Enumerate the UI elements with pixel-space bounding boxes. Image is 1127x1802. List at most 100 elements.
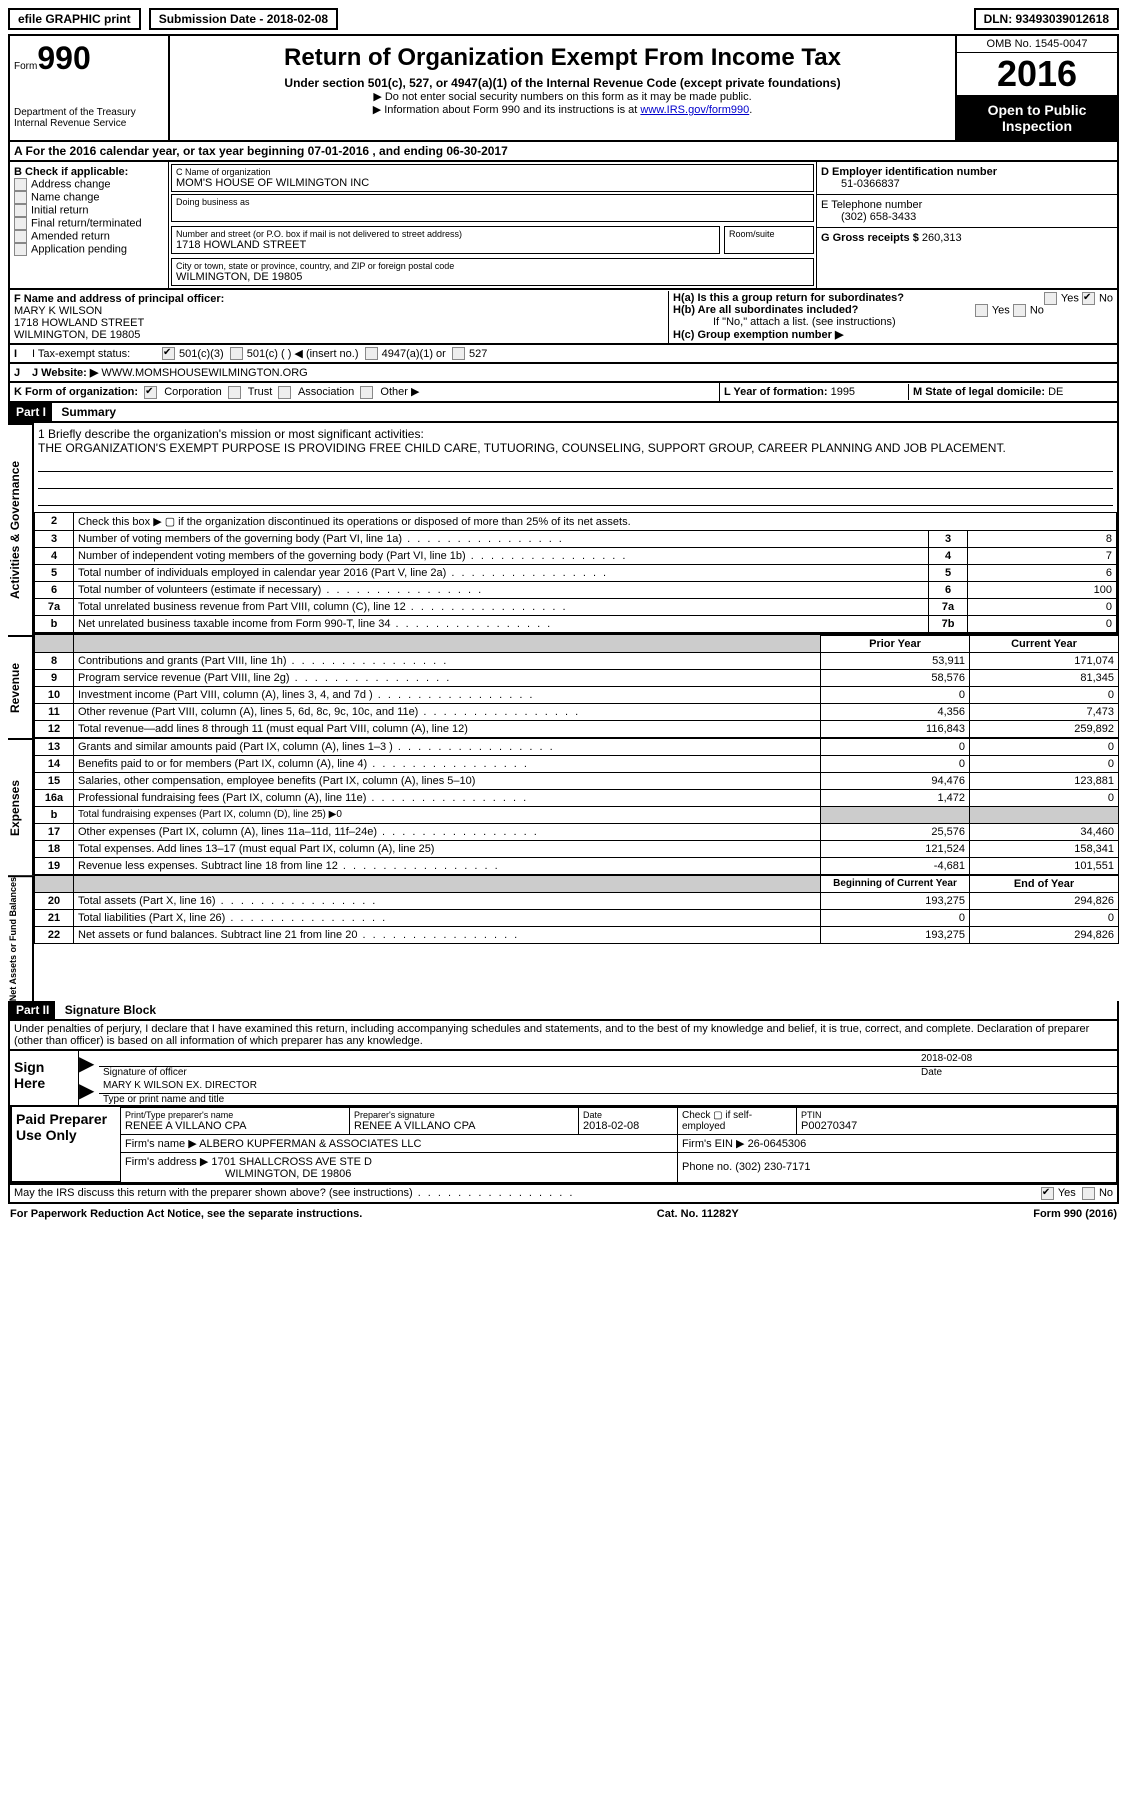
paid-preparer-block: Paid Preparer Use Only Print/Type prepar… — [8, 1107, 1119, 1185]
ha-label: H(a) Is this a group return for subordin… — [673, 292, 904, 304]
preparer-date: 2018-02-08 — [583, 1120, 639, 1132]
note-info: ▶ Information about Form 990 and its ins… — [373, 104, 641, 116]
exp-row-16a: Professional fundraising fees (Part IX, … — [74, 789, 821, 806]
exp-row-13: Grants and similar amounts paid (Part IX… — [74, 738, 821, 755]
phone-value: (302) 658-3433 — [821, 211, 916, 223]
rev-row-9: Program service revenue (Part VIII, line… — [74, 669, 821, 686]
ha-yes[interactable] — [1044, 292, 1057, 305]
netassets-table: Beginning of Current YearEnd of Year 20T… — [34, 875, 1119, 944]
governance-table: 2Check this box ▶ ▢ if the organization … — [34, 512, 1117, 633]
section-a-tax-year: A For the 2016 calendar year, or tax yea… — [8, 142, 1119, 162]
dba-label: Doing business as — [176, 197, 809, 207]
preparer-name: RENEE A VILLANO CPA — [125, 1120, 246, 1132]
tax-year: 2016 — [957, 53, 1117, 96]
discuss-no[interactable] — [1082, 1187, 1095, 1200]
org-info-grid: B Check if applicable: Address change Na… — [8, 162, 1119, 290]
top-toolbar: efile GRAPHIC print Submission Date - 20… — [8, 8, 1119, 30]
checkbox-address-change[interactable] — [14, 178, 27, 191]
discuss-row: May the IRS discuss this return with the… — [8, 1185, 1119, 1204]
part2-badge: Part II — [10, 1001, 55, 1019]
form-number: 990 — [37, 40, 90, 76]
tax-exempt-label: I Tax-exempt status: — [32, 348, 162, 360]
gov-row-3: Number of voting members of the governin… — [74, 530, 929, 547]
checkbox-final-return[interactable] — [14, 217, 27, 230]
declaration: Under penalties of perjury, I declare th… — [8, 1021, 1119, 1051]
form-org-label: K Form of organization: — [14, 386, 138, 398]
netassets-section: Net Assets or Fund Balances Beginning of… — [8, 875, 1119, 1001]
paid-preparer-label: Paid Preparer Use Only — [10, 1107, 120, 1183]
checkbox-amended[interactable] — [14, 230, 27, 243]
section-j-row: J J Website: ▶ WWW.MOMSHOUSEWILMINGTON.O… — [8, 364, 1119, 383]
sign-here-label: Sign Here — [10, 1051, 79, 1105]
officer-street: 1718 HOWLAND STREET — [14, 317, 144, 329]
state-domicile-label: M State of legal domicile: — [913, 386, 1045, 398]
dln-label: DLN: 93493039012618 — [974, 8, 1119, 30]
cb-501c[interactable] — [230, 347, 243, 360]
hb-no[interactable] — [1013, 304, 1026, 317]
cb-501c3[interactable] — [162, 347, 175, 360]
ein-label: D Employer identification number — [821, 166, 997, 178]
self-employed-check[interactable]: Check ▢ if self-employed — [678, 1107, 797, 1134]
street-value: 1718 HOWLAND STREET — [176, 239, 306, 251]
room-label: Room/suite — [729, 229, 809, 239]
form-subtitle: Under section 501(c), 527, or 4947(a)(1)… — [178, 76, 947, 90]
hc-label: H(c) Group exemption number ▶ — [673, 329, 843, 341]
cb-527[interactable] — [452, 347, 465, 360]
rev-row-8: Contributions and grants (Part VIII, lin… — [74, 652, 821, 669]
net-row-22: Net assets or fund balances. Subtract li… — [74, 926, 821, 943]
col-current: Current Year — [970, 635, 1119, 652]
checkbox-initial-return[interactable] — [14, 204, 27, 217]
expenses-section: Expenses 13Grants and similar amounts pa… — [8, 738, 1119, 875]
cb-assoc[interactable] — [278, 386, 291, 399]
exp-row-19: Revenue less expenses. Subtract line 18 … — [74, 857, 821, 874]
gov-row-6: Total number of volunteers (estimate if … — [74, 581, 929, 598]
date-label: Date — [917, 1067, 1117, 1078]
gov-row-4: Number of independent voting members of … — [74, 547, 929, 564]
part1-title: Summary — [55, 403, 122, 421]
revenue-table: Prior YearCurrent Year 8Contributions an… — [34, 635, 1119, 738]
discuss-yes[interactable] — [1041, 1187, 1054, 1200]
form-label: Form — [14, 61, 37, 72]
revenue-section: Revenue Prior YearCurrent Year 8Contribu… — [8, 635, 1119, 738]
year-formation-label: L Year of formation: — [724, 386, 828, 398]
org-name-label: C Name of organization — [176, 167, 809, 177]
website-value: WWW.MOMSHOUSEWILMINGTON.ORG — [101, 367, 307, 379]
expenses-table: 13Grants and similar amounts paid (Part … — [34, 738, 1119, 875]
firm-phone: (302) 230-7171 — [735, 1161, 810, 1173]
checkbox-pending[interactable] — [14, 243, 27, 256]
irs-link[interactable]: www.IRS.gov/form990 — [640, 104, 749, 116]
ha-no[interactable] — [1082, 292, 1095, 305]
sig-date: 2018-02-08 — [917, 1051, 1117, 1067]
netassets-vert-label: Net Assets or Fund Balances — [8, 875, 34, 1001]
firm-ein: 26-0645306 — [748, 1138, 807, 1150]
hb-yes[interactable] — [975, 304, 988, 317]
exp-row-14: Benefits paid to or for members (Part IX… — [74, 755, 821, 772]
ein-value: 51-0366837 — [821, 178, 900, 190]
section-f-h-row: F Name and address of principal officer:… — [8, 290, 1119, 345]
cb-4947[interactable] — [365, 347, 378, 360]
efile-print-button[interactable]: efile GRAPHIC print — [8, 8, 141, 30]
checkbox-name-change[interactable] — [14, 191, 27, 204]
cb-trust[interactable] — [228, 386, 241, 399]
form-header: Form990 Department of the Treasury Inter… — [8, 34, 1119, 142]
firm-addr: 1701 SHALLCROSS AVE STE D — [211, 1156, 372, 1168]
gov-row-5: Total number of individuals employed in … — [74, 564, 929, 581]
part1-badge: Part I — [10, 403, 52, 421]
cb-other[interactable] — [360, 386, 373, 399]
firm-name: ALBERO KUPFERMAN & ASSOCIATES LLC — [199, 1138, 421, 1150]
sign-here-block: Sign Here ▶ Signature of officer 2018-02… — [8, 1051, 1119, 1107]
line2: Check this box ▶ ▢ if the organization d… — [74, 512, 1117, 530]
gross-receipts-label: G Gross receipts $ — [821, 232, 919, 244]
city-label: City or town, state or province, country… — [176, 261, 809, 271]
year-formation-value: 1995 — [831, 386, 855, 398]
gross-receipts-value: 260,313 — [922, 232, 962, 244]
col-end: End of Year — [970, 875, 1119, 892]
footer-mid: Cat. No. 11282Y — [657, 1208, 739, 1220]
dept-label: Department of the Treasury Internal Reve… — [14, 107, 164, 129]
line1-value: THE ORGANIZATION'S EXEMPT PURPOSE IS PRO… — [38, 441, 1006, 455]
gov-row-7b: Net unrelated business taxable income fr… — [74, 615, 929, 632]
cb-corp[interactable] — [144, 386, 157, 399]
exp-row-16b: Total fundraising expenses (Part IX, col… — [74, 806, 821, 823]
firm-city: WILMINGTON, DE 19806 — [125, 1168, 351, 1180]
city-value: WILMINGTON, DE 19805 — [176, 271, 302, 283]
